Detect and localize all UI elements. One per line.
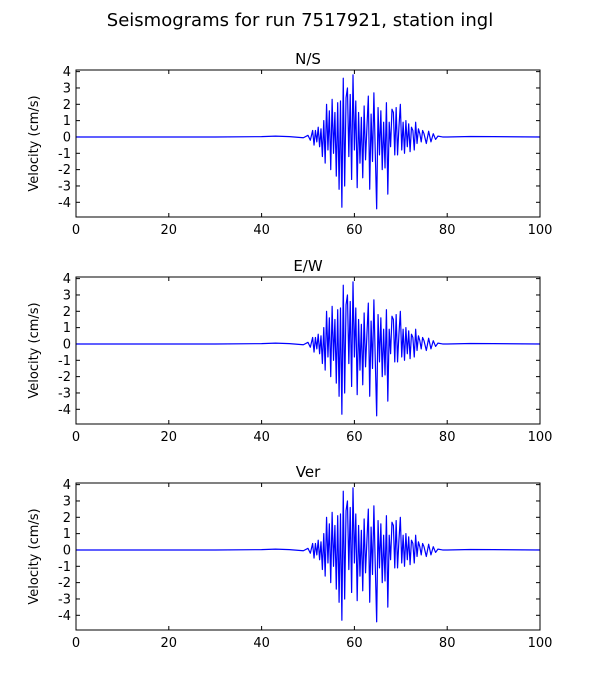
x-tick-label: 80: [439, 430, 456, 445]
x-tick-label: 0: [72, 636, 80, 651]
y-tick-label: 4: [63, 65, 71, 80]
y-tick-label: -1: [58, 560, 71, 575]
y-axis-label: Velocity (cm/s): [27, 508, 42, 604]
y-axis-label: Velocity (cm/s): [27, 95, 42, 191]
y-tick-label: 2: [63, 98, 71, 113]
y-tick-label: -1: [58, 354, 71, 369]
x-tick-label: 0: [72, 430, 80, 445]
x-tick-label: 60: [346, 636, 363, 651]
x-tick-label: 40: [253, 636, 270, 651]
x-tick-label: 20: [161, 223, 178, 238]
x-tick-label: 80: [439, 636, 456, 651]
y-tick-label: 0: [63, 337, 71, 352]
y-tick-label: 0: [63, 130, 71, 145]
x-tick-label: 0: [72, 223, 80, 238]
x-tick-label: 20: [161, 430, 178, 445]
subplot-title: Ver: [296, 463, 321, 481]
y-tick-label: 3: [63, 494, 71, 509]
y-tick-label: -1: [58, 147, 71, 162]
y-tick-label: 3: [63, 81, 71, 96]
y-tick-label: -2: [58, 370, 71, 385]
y-tick-label: 2: [63, 305, 71, 320]
y-tick-label: -4: [58, 196, 71, 211]
page-title: Seismograms for run 7517921, station ing…: [106, 10, 494, 31]
y-axis-label: Velocity (cm/s): [27, 302, 42, 398]
y-tick-label: -3: [58, 386, 71, 401]
y-tick-label: 1: [63, 114, 71, 129]
series-line: [76, 74, 541, 210]
subplot-title: E/W: [293, 257, 323, 275]
plot-frame: [75, 482, 541, 631]
x-tick-label: 100: [528, 430, 553, 445]
x-tick-label: 20: [161, 636, 178, 651]
y-tick-label: -4: [58, 403, 71, 418]
y-tick-label: 3: [63, 288, 71, 303]
y-tick-label: 1: [63, 321, 71, 336]
y-tick-label: 4: [63, 478, 71, 493]
subplot-title: N/S: [295, 50, 321, 68]
y-tick-label: 1: [63, 527, 71, 542]
y-tick-label: -4: [58, 609, 71, 624]
x-tick-label: 40: [253, 430, 270, 445]
y-tick-label: -2: [58, 576, 71, 591]
x-tick-label: 100: [528, 636, 553, 651]
series-line: [76, 487, 541, 623]
x-tick-label: 40: [253, 223, 270, 238]
x-tick-label: 80: [439, 223, 456, 238]
x-tick-label: 60: [346, 223, 363, 238]
y-tick-label: 4: [63, 272, 71, 287]
plot-frame: [75, 69, 541, 218]
y-tick-label: -2: [58, 163, 71, 178]
y-tick-label: 2: [63, 511, 71, 526]
series-line: [76, 281, 541, 417]
x-tick-label: 100: [528, 223, 553, 238]
plot-frame: [75, 276, 541, 425]
y-tick-label: -3: [58, 592, 71, 607]
x-tick-label: 60: [346, 430, 363, 445]
y-tick-label: -3: [58, 179, 71, 194]
y-tick-label: 0: [63, 543, 71, 558]
